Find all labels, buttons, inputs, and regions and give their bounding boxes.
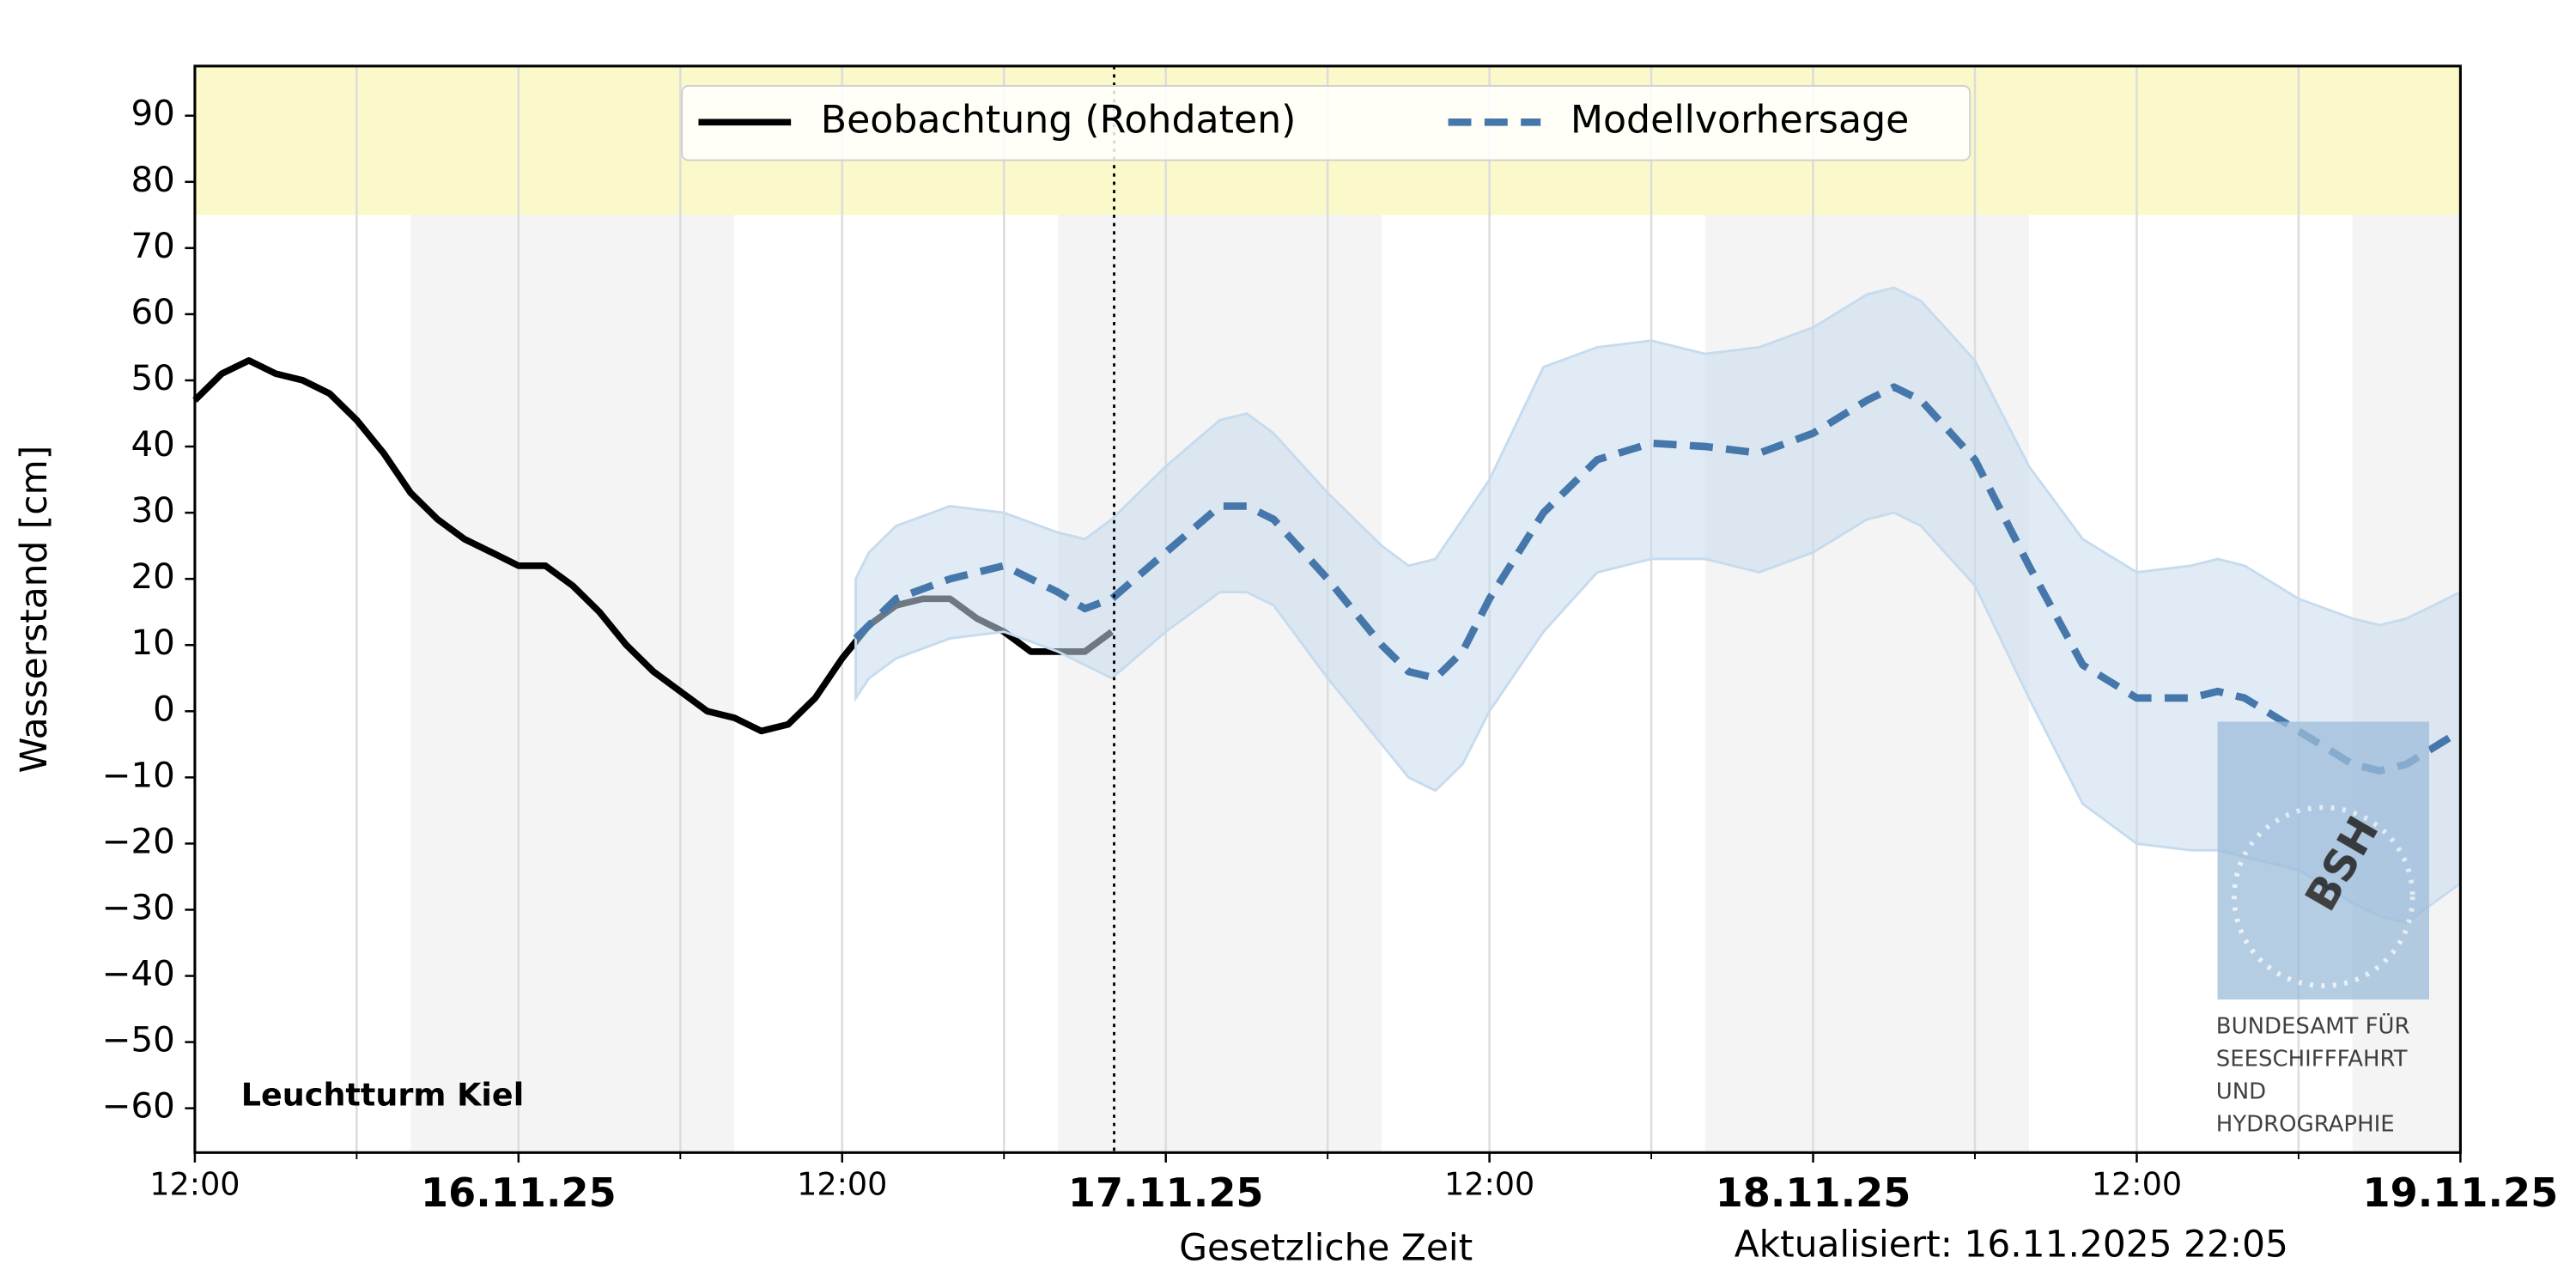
y-tick-label: −50 [102,1020,175,1060]
y-tick-label: 30 [131,490,174,531]
x-tick-label: 19.11.25 [2363,1170,2559,1216]
x-axis-label: Gesetzliche Zeit [1179,1226,1473,1268]
station-label: Leuchtturm Kiel [241,1076,524,1113]
y-tick-label: −40 [102,954,175,994]
updated-note: Aktualisiert: 16.11.2025 22:05 [1735,1223,2288,1265]
x-tick-label: 12:00 [2092,1165,2182,1202]
x-tick-label: 12:00 [1444,1165,1534,1202]
y-tick-label: 90 [131,94,174,134]
logo-caption: SEESCHIFFFAHRT [2216,1047,2408,1072]
legend-label: Beobachtung (Rohdaten) [821,98,1297,142]
y-tick-label: 20 [131,556,174,597]
y-tick-label: 0 [153,689,175,729]
x-tick-label: 18.11.25 [1716,1170,1911,1216]
x-tick-label: 17.11.25 [1068,1170,1264,1216]
forecast-line [853,383,2463,775]
x-tick-label: 12:00 [797,1165,887,1202]
y-tick-label: −20 [102,821,175,861]
y-tick-label: 60 [131,292,174,332]
x-tick-label: 12:00 [149,1165,240,1202]
y-tick-label: 10 [131,623,174,663]
y-tick-label: 50 [131,358,174,398]
y-axis-label: Wasserstand [cm] [13,446,55,774]
marks-layer [192,65,2463,1153]
logo-caption: UND [2216,1078,2266,1104]
logo-caption: BUNDESAMT FÜR [2216,1012,2410,1040]
y-tick-label: −10 [102,755,175,795]
axes-layer: −60 −50 −40 −30 −20 −10 0 10 20 30 40 50 60 70 80 90 12:… [102,64,2559,1216]
y-tick-label: 40 [131,424,174,465]
y-tick-label: 80 [131,160,174,200]
y-tick-label: −30 [102,887,175,927]
legend-label: Modellvorhersage [1571,98,1910,142]
logo-ring [2232,805,2415,988]
plot-frame [193,64,2462,1154]
legend: Beobachtung (Rohdaten) Modellvorhersage [681,85,1971,161]
night-band [410,215,735,1153]
legend-box [681,85,1971,161]
x-tick-label: 16.11.25 [421,1170,617,1216]
logo-caption: HYDROGRAPHIE [2216,1111,2395,1137]
y-tick-label: −60 [102,1086,175,1127]
y-tick-label: 70 [131,226,174,266]
